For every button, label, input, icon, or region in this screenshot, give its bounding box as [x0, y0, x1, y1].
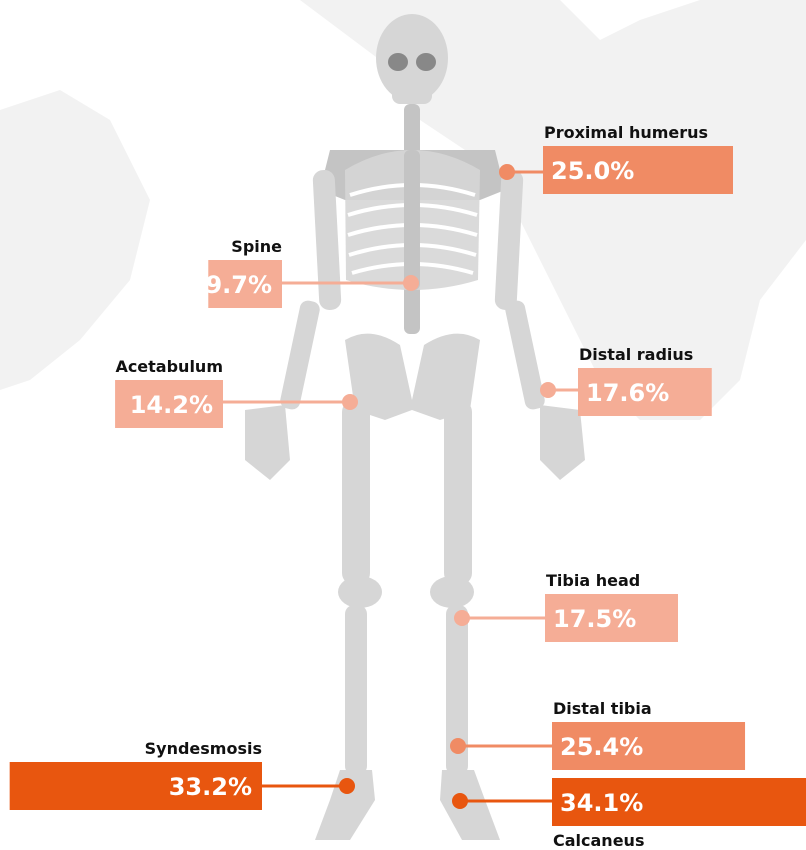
joint-dot — [499, 164, 515, 180]
bar — [545, 594, 678, 642]
category-label: Distal tibia — [553, 699, 652, 718]
value-label: 14.2% — [130, 391, 213, 419]
joint-dot — [454, 610, 470, 626]
value-label: 9.7% — [205, 271, 272, 299]
bar — [552, 778, 806, 826]
joint-dot — [339, 778, 355, 794]
category-label: Tibia head — [546, 571, 640, 590]
joint-dot — [450, 738, 466, 754]
value-label: 34.1% — [560, 789, 643, 817]
joint-dot — [452, 793, 468, 809]
value-label: 33.2% — [169, 773, 252, 801]
category-label: Calcaneus — [553, 831, 644, 850]
joint-dot — [342, 394, 358, 410]
skeleton — [245, 14, 585, 840]
value-label: 25.4% — [560, 733, 643, 761]
category-label: Proximal humerus — [544, 123, 708, 142]
value-label: 25.0% — [551, 157, 634, 185]
bar — [9, 762, 263, 810]
category-label: Acetabulum — [115, 357, 223, 376]
bar — [543, 146, 733, 194]
bar — [578, 368, 712, 416]
value-label: 17.5% — [553, 605, 636, 633]
value-label: 17.6% — [586, 379, 669, 407]
background-map — [0, 0, 806, 420]
category-label: Distal radius — [579, 345, 693, 364]
category-label: Spine — [231, 237, 282, 256]
joint-dot — [540, 382, 556, 398]
bar — [208, 260, 282, 308]
callouts: 25.0% Proximal humerus 9.7% Spine 14.2% Aceta… — [9, 123, 806, 850]
category-label: Syndesmosis — [145, 739, 262, 758]
bar — [552, 722, 746, 770]
bar — [115, 380, 223, 428]
joint-dot — [403, 275, 419, 291]
